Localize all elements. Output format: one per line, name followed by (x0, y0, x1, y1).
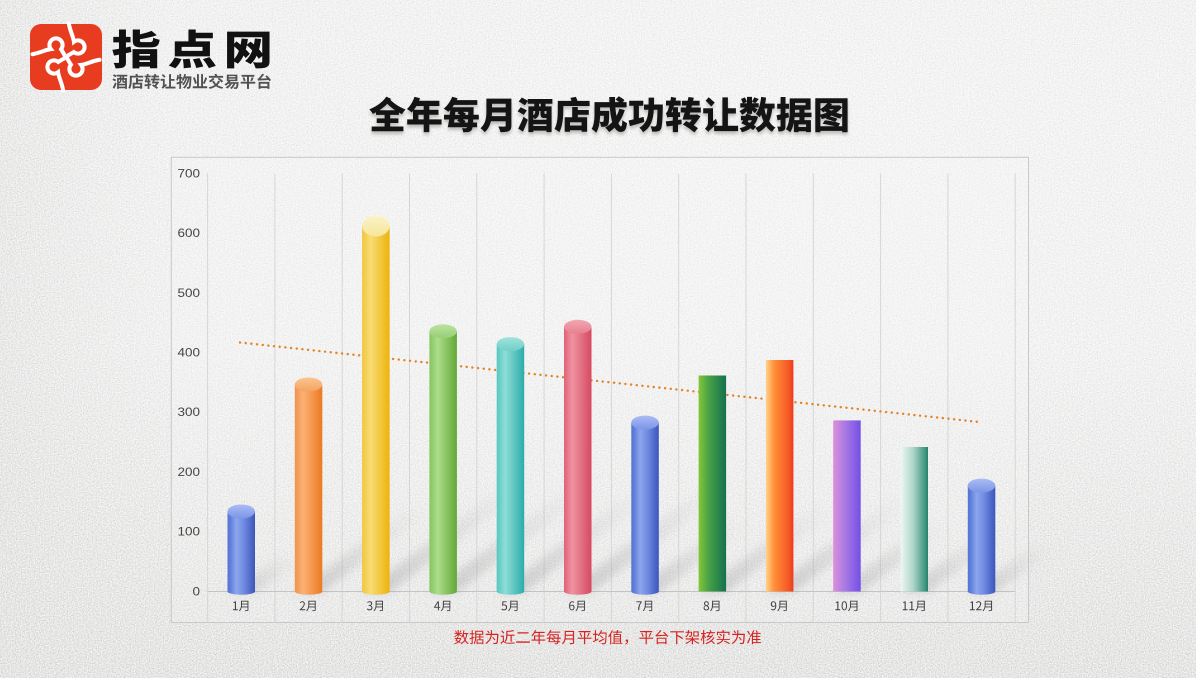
svg-text:300: 300 (178, 406, 201, 419)
svg-text:500: 500 (178, 287, 201, 300)
svg-text:700: 700 (178, 167, 201, 180)
svg-text:200: 200 (178, 466, 201, 479)
svg-text:0: 0 (193, 585, 201, 598)
svg-text:400: 400 (178, 347, 201, 360)
svg-text:100: 100 (178, 526, 201, 539)
svg-text:600: 600 (178, 227, 201, 240)
